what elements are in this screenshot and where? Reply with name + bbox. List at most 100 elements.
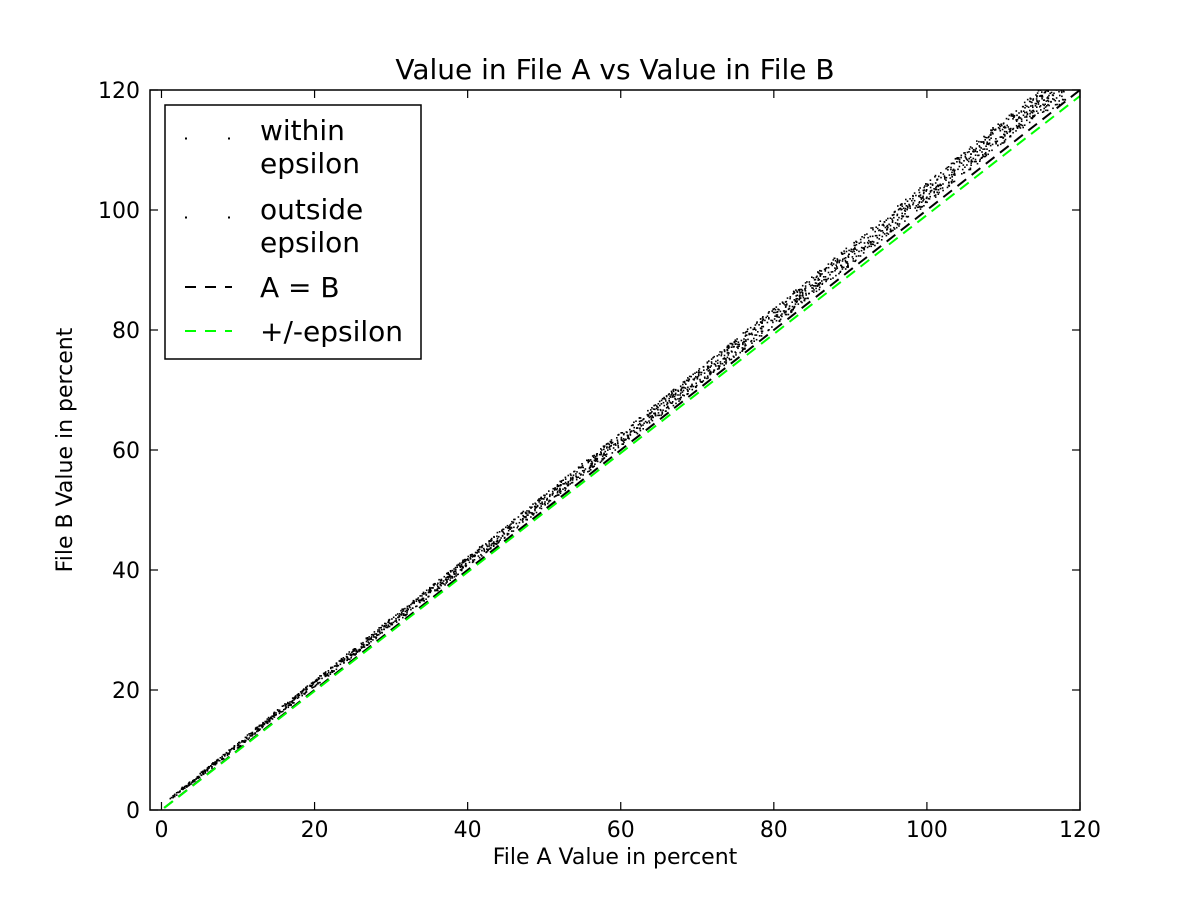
data-point bbox=[648, 422, 651, 424]
data-point bbox=[1010, 127, 1012, 130]
data-point bbox=[203, 770, 206, 773]
data-point bbox=[817, 282, 820, 285]
data-point bbox=[742, 332, 745, 334]
data-point bbox=[1038, 100, 1040, 102]
data-point bbox=[454, 566, 457, 569]
data-point bbox=[717, 365, 720, 367]
data-point bbox=[727, 354, 730, 356]
data-point bbox=[1047, 99, 1049, 102]
data-point bbox=[978, 140, 980, 143]
data-point bbox=[751, 342, 753, 344]
data-point bbox=[294, 695, 297, 698]
data-point bbox=[707, 377, 709, 379]
data-point bbox=[481, 545, 483, 548]
data-point bbox=[799, 296, 801, 298]
data-point bbox=[449, 577, 452, 579]
data-point bbox=[952, 181, 955, 183]
data-point bbox=[1032, 106, 1034, 109]
data-point bbox=[311, 684, 314, 687]
data-point bbox=[912, 203, 914, 206]
data-point bbox=[673, 388, 675, 391]
data-point bbox=[301, 694, 303, 697]
data-point bbox=[265, 722, 267, 724]
data-point bbox=[233, 745, 236, 747]
data-point bbox=[831, 264, 834, 267]
data-point bbox=[336, 665, 338, 668]
data-point bbox=[954, 169, 956, 172]
data-point bbox=[716, 368, 719, 370]
data-point bbox=[489, 547, 492, 550]
data-point bbox=[1047, 97, 1050, 100]
data-point bbox=[556, 488, 558, 491]
data-point bbox=[501, 530, 503, 533]
data-point bbox=[451, 575, 453, 578]
data-point bbox=[652, 408, 655, 410]
data-point bbox=[979, 149, 981, 152]
data-point bbox=[973, 151, 975, 153]
data-point bbox=[1037, 103, 1040, 105]
data-point bbox=[402, 610, 404, 612]
data-point bbox=[600, 451, 602, 453]
data-point bbox=[1022, 114, 1025, 117]
data-point bbox=[725, 362, 727, 365]
data-point bbox=[190, 783, 192, 785]
data-point bbox=[400, 609, 402, 612]
data-point bbox=[446, 580, 448, 582]
data-point bbox=[540, 507, 543, 510]
data-point bbox=[968, 157, 970, 160]
data-point bbox=[868, 239, 870, 242]
data-point bbox=[446, 579, 448, 581]
data-point bbox=[1026, 105, 1028, 108]
data-point bbox=[1061, 95, 1063, 98]
data-point bbox=[189, 783, 191, 786]
data-point bbox=[502, 528, 504, 531]
data-point bbox=[819, 269, 821, 272]
data-point bbox=[437, 589, 439, 592]
data-point bbox=[1046, 109, 1049, 112]
data-point bbox=[1009, 135, 1011, 138]
data-point bbox=[374, 636, 377, 638]
data-point bbox=[800, 300, 802, 303]
data-point bbox=[603, 452, 605, 455]
data-point bbox=[530, 507, 532, 509]
data-point bbox=[173, 793, 176, 796]
data-point bbox=[329, 673, 332, 675]
data-point bbox=[853, 252, 856, 255]
data-point bbox=[434, 583, 436, 585]
data-point bbox=[948, 174, 951, 176]
data-point bbox=[1037, 112, 1039, 114]
data-point bbox=[198, 776, 201, 779]
data-point bbox=[241, 741, 243, 743]
data-point bbox=[913, 199, 916, 202]
data-point bbox=[916, 209, 918, 212]
data-point bbox=[1006, 124, 1008, 127]
data-point bbox=[179, 791, 181, 793]
data-point bbox=[548, 501, 550, 503]
data-point bbox=[830, 271, 833, 273]
data-point bbox=[819, 275, 822, 277]
data-point bbox=[935, 185, 938, 188]
data-point bbox=[381, 624, 383, 627]
data-point bbox=[666, 403, 668, 406]
data-point bbox=[762, 318, 765, 321]
data-point bbox=[706, 365, 709, 368]
data-point bbox=[927, 184, 929, 186]
data-point bbox=[610, 441, 612, 444]
data-point bbox=[715, 360, 717, 363]
data-point bbox=[799, 294, 801, 297]
data-point bbox=[844, 268, 847, 270]
data-point bbox=[937, 184, 939, 187]
data-point bbox=[859, 238, 862, 241]
x-tick-label: 20 bbox=[301, 818, 329, 843]
data-point bbox=[541, 503, 544, 505]
data-point bbox=[767, 312, 770, 314]
data-point bbox=[920, 197, 923, 199]
data-point bbox=[999, 136, 1002, 138]
y-tick-label: 100 bbox=[98, 199, 140, 224]
data-point bbox=[900, 217, 903, 220]
data-point bbox=[452, 571, 455, 574]
data-point bbox=[375, 633, 378, 635]
data-point bbox=[638, 422, 641, 425]
data-point bbox=[565, 487, 567, 490]
data-point bbox=[671, 401, 674, 403]
